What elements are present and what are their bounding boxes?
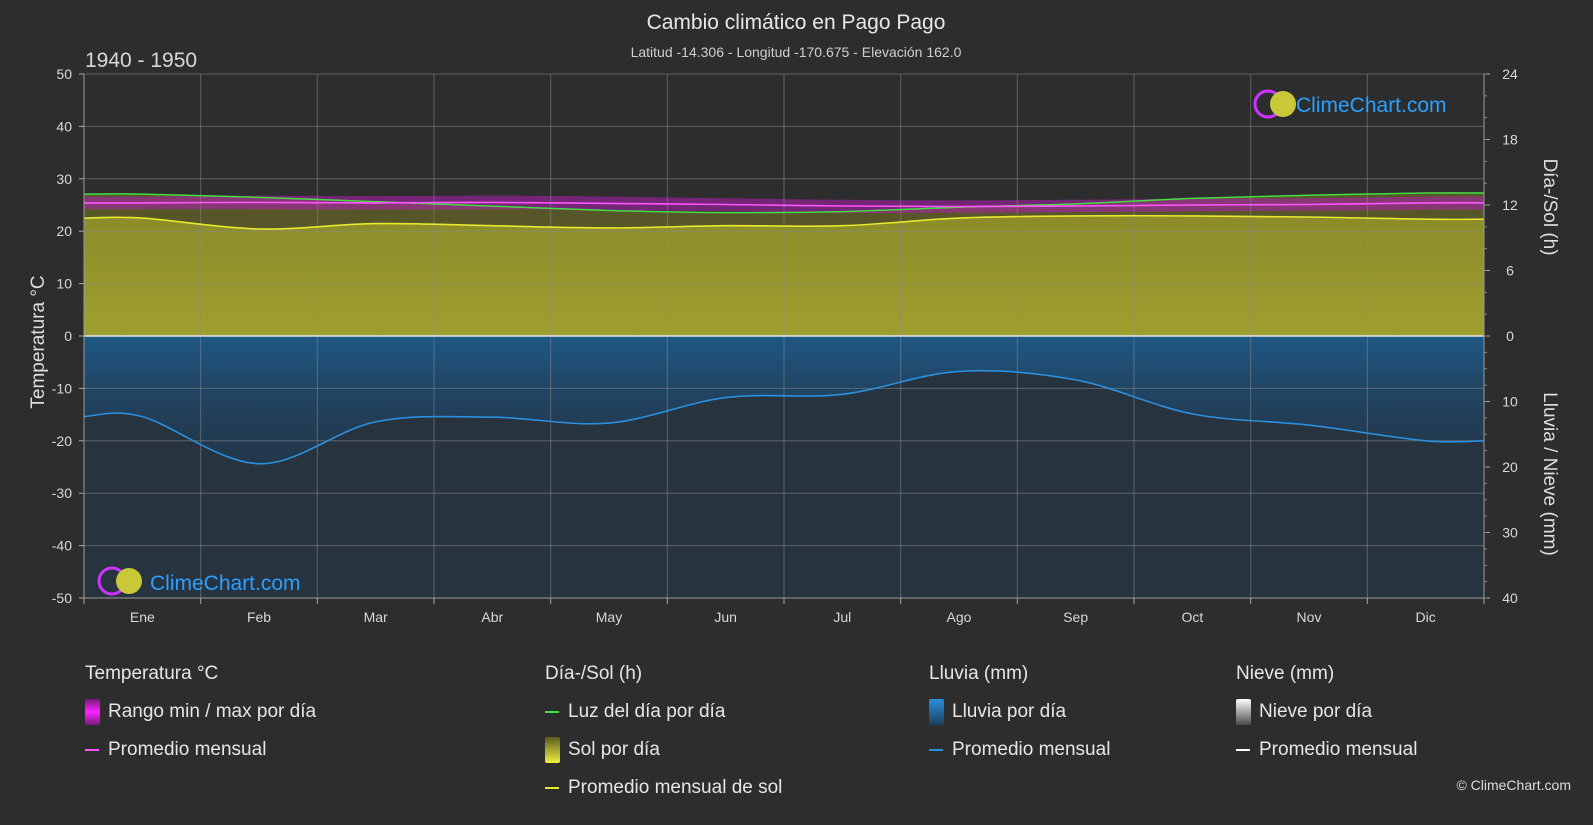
legend-snow-day: Nieve por día xyxy=(1236,699,1417,725)
legend-snow-avg: Promedio mensual xyxy=(1236,738,1417,762)
month-label: Oct xyxy=(1181,609,1203,625)
logo-text-bottom: ClimeChart.com xyxy=(150,572,301,595)
sun-avg-line xyxy=(83,214,1485,230)
month-label: Jul xyxy=(833,609,851,625)
month-label: Ene xyxy=(130,609,155,625)
right-top-axis-label: Día-/Sol (h) xyxy=(1539,158,1560,255)
logo-sun-icon xyxy=(1270,91,1296,117)
right-bottom-axis-label: Lluvia / Nieve (mm) xyxy=(1539,392,1560,556)
legend-temp-avg-label: Promedio mensual xyxy=(108,739,267,760)
right-top-tick-label: 0 xyxy=(1506,328,1514,344)
legend-rain-avg-label: Promedio mensual xyxy=(952,739,1111,760)
copyright: © ClimeChart.com xyxy=(1456,777,1571,793)
legend-sun: Día-/Sol (h) Luz del día por día Sol por… xyxy=(545,662,782,814)
month-label: Nov xyxy=(1297,609,1322,625)
legend-sun-title: Día-/Sol (h) xyxy=(545,663,643,684)
left-tick-label: -30 xyxy=(52,485,72,501)
legend-temperature: Temperatura °C Rango min / max por día P… xyxy=(85,662,316,776)
rain-avg-line xyxy=(83,369,1485,465)
month-label: Mar xyxy=(364,609,388,625)
right-bottom-tick-label: 10 xyxy=(1502,394,1518,410)
legend-temp-range-label: Rango min / max por día xyxy=(108,701,317,722)
left-tick-label: 0 xyxy=(64,328,72,344)
snow-swatch xyxy=(1236,699,1251,725)
legend-daylight: Luz del día por día xyxy=(545,700,782,724)
month-label: Ago xyxy=(947,609,972,625)
logo-sun-icon xyxy=(116,568,142,594)
left-tick-label: 30 xyxy=(56,171,72,187)
right-bottom-tick-label: 30 xyxy=(1502,525,1518,541)
legend-snow: Nieve (mm) Nieve por día Promedio mensua… xyxy=(1236,662,1417,776)
legend-rain-day-label: Lluvia por día xyxy=(952,701,1067,722)
sun-avg-swatch xyxy=(545,787,559,789)
left-tick-label: -50 xyxy=(52,590,72,606)
chart-subtitle: Latitud -14.306 - Longitud -170.675 - El… xyxy=(631,44,962,60)
left-axis-label: Temperatura °C xyxy=(28,275,49,408)
month-label: Sep xyxy=(1063,609,1088,625)
sun-swatch xyxy=(545,737,560,763)
chart-title: Cambio climático en Pago Pago xyxy=(647,11,946,34)
period-label: 1940 - 1950 xyxy=(85,49,197,72)
logo-text-top: ClimeChart.com xyxy=(1296,94,1447,117)
legend: Temperatura °C Rango min / max por día P… xyxy=(0,662,1593,812)
legend-snow-avg-label: Promedio mensual xyxy=(1259,739,1418,760)
month-label: Dic xyxy=(1416,609,1436,625)
month-label: Jun xyxy=(714,609,737,625)
legend-temp-avg: Promedio mensual xyxy=(85,738,316,762)
left-tick-label: -40 xyxy=(52,538,72,554)
logo-top: ClimeChart.com xyxy=(1253,89,1447,119)
legend-rain-title: Lluvia (mm) xyxy=(929,663,1029,684)
legend-rain-avg: Promedio mensual xyxy=(929,738,1110,762)
legend-sun-avg-label: Promedio mensual de sol xyxy=(568,777,783,798)
left-tick-label: 10 xyxy=(56,276,72,292)
month-label: Abr xyxy=(481,609,503,625)
left-tick-label: 40 xyxy=(56,118,72,134)
legend-snow-day-label: Nieve por día xyxy=(1259,701,1373,722)
daylight-swatch xyxy=(545,711,559,713)
left-tick-label: -20 xyxy=(52,433,72,449)
legend-rain: Lluvia (mm) Lluvia por día Promedio mens… xyxy=(929,662,1110,776)
right-top-tick-label: 12 xyxy=(1502,197,1518,213)
legend-sun-avg: Promedio mensual de sol xyxy=(545,776,782,800)
left-tick-label: -10 xyxy=(52,380,72,396)
legend-daylight-label: Luz del día por día xyxy=(568,701,726,722)
temp-avg-swatch xyxy=(85,749,99,751)
rain-avg-swatch xyxy=(929,749,943,751)
left-tick-label: 50 xyxy=(56,66,72,82)
temp-range-swatch xyxy=(85,699,100,725)
climate-chart: Cambio climático en Pago Pago Latitud -1… xyxy=(28,11,1560,625)
temp-avg-line xyxy=(83,201,1485,208)
logo-bottom: ClimeChart.com xyxy=(97,566,301,596)
legend-rain-day: Lluvia por día xyxy=(929,699,1110,725)
right-top-tick-label: 24 xyxy=(1502,66,1518,82)
legend-temperature-title: Temperatura °C xyxy=(85,663,219,684)
right-bottom-tick-label: 40 xyxy=(1502,590,1518,606)
legend-snow-title: Nieve (mm) xyxy=(1236,663,1335,684)
daylight-line xyxy=(83,192,1485,214)
month-label: May xyxy=(596,609,622,625)
left-tick-label: 20 xyxy=(56,223,72,239)
right-bottom-tick-label: 20 xyxy=(1502,459,1518,475)
right-top-tick-label: 18 xyxy=(1502,132,1518,148)
legend-sun-day: Sol por día xyxy=(545,737,782,763)
legend-temp-range: Rango min / max por día xyxy=(85,699,317,725)
snow-avg-swatch xyxy=(1236,749,1250,751)
right-top-tick-label: 6 xyxy=(1506,263,1514,279)
rain-swatch xyxy=(929,699,944,725)
plot-area: 50 40 30 20 10 0 -10 -20 -30 -40 -50 24 18 12 6 0 10 20 30… xyxy=(52,66,1518,625)
legend-sun-label: Sol por día xyxy=(568,739,660,760)
month-label: Feb xyxy=(247,609,271,625)
